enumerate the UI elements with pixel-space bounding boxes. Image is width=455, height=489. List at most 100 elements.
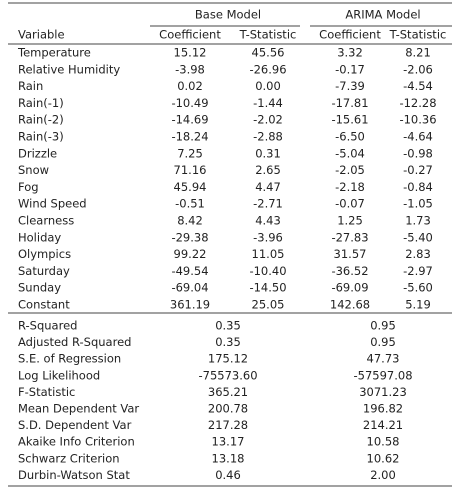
cell: -7.39: [335, 79, 365, 93]
cell: -2.97: [403, 264, 433, 278]
cell: 13.17: [212, 435, 245, 449]
cell: -29.38: [171, 230, 208, 244]
cell: 0.95: [370, 319, 396, 333]
cell: -2.88: [253, 130, 283, 144]
cell: 0.00: [255, 79, 281, 93]
cell: -4.54: [403, 79, 433, 93]
cell: -69.09: [331, 281, 368, 295]
row-label: Snow: [18, 163, 49, 177]
row-label: Akaike Info Criterion: [18, 435, 135, 449]
cell: -18.24: [171, 130, 208, 144]
cell: -6.50: [335, 130, 365, 144]
cell: 31.57: [334, 247, 367, 261]
cell: -14.69: [171, 113, 208, 127]
group-header: ARIMA Model: [345, 8, 420, 22]
cell: -2.71: [253, 197, 283, 211]
cell: 0.35: [215, 319, 241, 333]
column-header: Variable: [18, 28, 65, 42]
cell: 8.21: [405, 46, 431, 60]
cell: -2.02: [253, 113, 283, 127]
row-label: Durbin-Watson Stat: [18, 468, 130, 482]
cell: 0.31: [255, 146, 281, 160]
cell: 0.95: [370, 335, 396, 349]
cell: 10.58: [367, 435, 400, 449]
cell: 175.12: [208, 352, 248, 366]
cell: -2.06: [403, 62, 433, 76]
row-label: Olympics: [18, 247, 71, 261]
cell: -3.98: [175, 62, 205, 76]
cell: -15.61: [331, 113, 368, 127]
cell: 47.73: [367, 352, 400, 366]
cell: 3.32: [337, 46, 363, 60]
cell: 7.25: [177, 146, 203, 160]
row-label: Schwarz Criterion: [18, 451, 120, 465]
cell: 1.25: [337, 214, 363, 228]
cell: -10.40: [249, 264, 286, 278]
row-label: Temperature: [17, 46, 91, 60]
cell: 99.22: [174, 247, 207, 261]
cell: -0.07: [335, 197, 365, 211]
group-header: Base Model: [195, 8, 261, 22]
column-header: Coefficient: [159, 28, 221, 42]
row-label: Wind Speed: [18, 197, 87, 211]
row-label: Clearness: [18, 214, 74, 228]
cell: -2.05: [335, 163, 365, 177]
cell: -0.51: [175, 197, 205, 211]
cell: 217.28: [208, 418, 248, 432]
cell: -14.50: [249, 281, 286, 295]
row-label: Rain(-3): [18, 130, 64, 144]
cell: 2.83: [405, 247, 431, 261]
cell: 2.65: [255, 163, 281, 177]
cell: -49.54: [171, 264, 208, 278]
row-label: Rain(-1): [18, 96, 64, 110]
cell: 13.18: [212, 451, 245, 465]
cell: 71.16: [174, 163, 207, 177]
row-label: Constant: [18, 298, 70, 312]
cell: -17.81: [331, 96, 368, 110]
cell: -0.98: [403, 146, 433, 160]
cell: -0.84: [403, 180, 433, 194]
row-label: S.E. of Regression: [18, 352, 121, 366]
row-label: Relative Humidity: [18, 62, 120, 76]
cell: 200.78: [208, 402, 248, 416]
cell: -69.04: [171, 281, 208, 295]
cell: -3.96: [253, 230, 283, 244]
cell: 214.21: [363, 418, 403, 432]
cell: -1.44: [253, 96, 283, 110]
cell: -57597.08: [353, 368, 412, 382]
cell: 365.21: [208, 385, 248, 399]
row-label: Holiday: [18, 230, 61, 244]
cell: 361.19: [170, 298, 210, 312]
row-label: Rain: [18, 79, 43, 93]
cell: 8.42: [177, 214, 203, 228]
row-label: Adjusted R-Squared: [18, 335, 131, 349]
row-label: Sunday: [18, 281, 61, 295]
row-label: Saturday: [18, 264, 70, 278]
cell: -4.64: [403, 130, 433, 144]
cell: 10.62: [367, 451, 400, 465]
cell: 0.35: [215, 335, 241, 349]
row-label: Rain(-2): [18, 113, 64, 127]
cell: -2.18: [335, 180, 365, 194]
cell: 15.12: [174, 46, 207, 60]
row-label: S.D. Dependent Var: [18, 418, 132, 432]
cell: -75573.60: [198, 368, 257, 382]
cell: 0.46: [215, 468, 241, 482]
column-header: T-Statistic: [389, 28, 447, 42]
cell: -27.83: [331, 230, 368, 244]
cell: -36.52: [331, 264, 368, 278]
cell: -12.28: [399, 96, 436, 110]
row-label: Fog: [18, 180, 39, 194]
cell: 196.82: [363, 402, 403, 416]
cell: 45.94: [174, 180, 207, 194]
row-label: F-Statistic: [18, 385, 75, 399]
cell: 25.05: [252, 298, 285, 312]
cell: -26.96: [249, 62, 286, 76]
cell: 45.56: [252, 46, 285, 60]
cell: 4.43: [255, 214, 281, 228]
cell: -10.36: [399, 113, 436, 127]
row-label: Drizzle: [18, 146, 57, 160]
cell: -1.05: [403, 197, 433, 211]
cell: 4.47: [255, 180, 281, 194]
